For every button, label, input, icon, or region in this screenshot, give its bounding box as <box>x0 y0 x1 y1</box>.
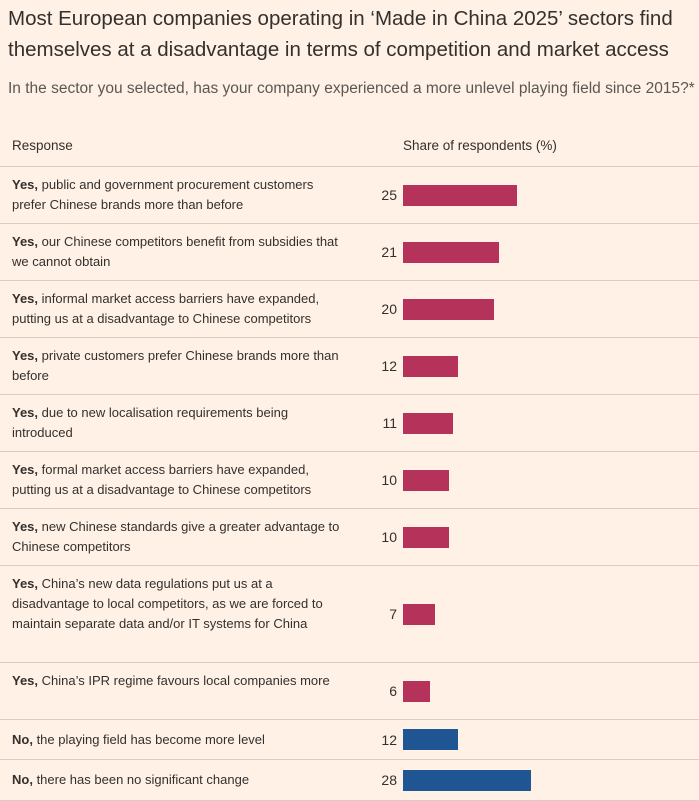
bar-yes <box>403 469 449 491</box>
response-label: Yes, public and government procurement c… <box>12 175 342 215</box>
response-text: private customers prefer Chinese brands … <box>12 348 339 383</box>
response-lead: Yes, <box>12 519 39 534</box>
response-label: Yes, China’s IPR regime favours local co… <box>12 671 342 691</box>
table-row: Yes, due to new localisation requirement… <box>0 395 699 452</box>
response-text: there has been no significant change <box>32 772 250 787</box>
table-row: Yes, China’s new data regulations put us… <box>0 566 699 663</box>
chart-subtitle: In the sector you selected, has your com… <box>8 80 695 97</box>
value-label: 20 <box>381 301 397 317</box>
response-lead: Yes, <box>12 576 39 591</box>
table-row: Yes, private customers prefer Chinese br… <box>0 338 699 395</box>
response-text: informal market access barriers have exp… <box>12 291 320 326</box>
share-column-header: Share of respondents (%) <box>403 138 557 153</box>
value-label: 21 <box>381 244 397 260</box>
value-label: 28 <box>381 772 397 788</box>
value-label: 7 <box>389 606 397 622</box>
response-lead: Yes, <box>12 462 39 477</box>
bar-yes <box>403 680 431 702</box>
response-label: Yes, our Chinese competitors benefit fro… <box>12 232 342 272</box>
response-column-header: Response <box>12 138 73 153</box>
value-label: 12 <box>381 358 397 374</box>
bar-yes <box>403 355 458 377</box>
value-label: 11 <box>382 415 397 431</box>
bar-yes <box>403 526 449 548</box>
response-text: China’s IPR regime favours local compani… <box>38 673 330 688</box>
table-row: Yes, informal market access barriers hav… <box>0 281 699 338</box>
bar-yes <box>403 241 499 263</box>
bar-yes <box>403 184 518 206</box>
response-text: due to new localisation requirements bei… <box>12 405 289 440</box>
table-row: Yes, public and government procurement c… <box>0 167 699 224</box>
response-label: Yes, new Chinese standards give a greate… <box>12 517 342 557</box>
response-lead: Yes, <box>12 348 39 363</box>
response-lead: Yes, <box>12 673 39 688</box>
value-label: 6 <box>389 683 397 699</box>
response-text: China’s new data regulations put us at a… <box>12 576 323 631</box>
value-label: 10 <box>381 529 397 545</box>
response-label: Yes, formal market access barriers have … <box>12 460 342 500</box>
response-label: No, there has been no significant change <box>12 770 342 790</box>
bar-no <box>403 729 458 750</box>
table-row: No, there has been no significant change… <box>0 760 699 801</box>
response-text: new Chinese standards give a greater adv… <box>12 519 340 554</box>
bar-no <box>403 769 531 791</box>
table-row: Yes, formal market access barriers have … <box>0 452 699 509</box>
table-row: Yes, new Chinese standards give a greate… <box>0 509 699 566</box>
chart-title: Most European companies operating in ‘Ma… <box>8 7 673 61</box>
response-label: Yes, private customers prefer Chinese br… <box>12 346 342 386</box>
response-lead: No, <box>12 731 33 747</box>
response-text: public and government procurement custom… <box>12 177 314 212</box>
table-row: Yes, our Chinese competitors benefit fro… <box>0 224 699 281</box>
response-lead: Yes, <box>12 291 39 306</box>
response-label: Yes, due to new localisation requirement… <box>12 403 342 443</box>
response-lead: No, <box>12 772 33 787</box>
value-label: 12 <box>381 731 397 748</box>
response-text: the playing field has become more level <box>32 731 265 747</box>
value-label: 10 <box>381 472 397 488</box>
table-row: Yes, China’s IPR regime favours local co… <box>0 663 699 720</box>
header-divider <box>0 166 699 167</box>
bar-yes <box>403 298 495 320</box>
table-row: No, the playing field has become more le… <box>0 720 699 760</box>
response-lead: Yes, <box>12 405 39 420</box>
response-label: Yes, China’s new data regulations put us… <box>12 574 342 634</box>
response-lead: Yes, <box>12 177 39 192</box>
bar-yes <box>403 603 435 625</box>
response-lead: Yes, <box>12 234 39 249</box>
value-label: 25 <box>381 187 397 203</box>
response-text: formal market access barriers have expan… <box>12 462 312 497</box>
response-label: No, the playing field has become more le… <box>12 730 342 750</box>
response-text: our Chinese competitors benefit from sub… <box>12 234 338 269</box>
bar-yes <box>403 412 454 434</box>
response-label: Yes, informal market access barriers hav… <box>12 289 342 329</box>
